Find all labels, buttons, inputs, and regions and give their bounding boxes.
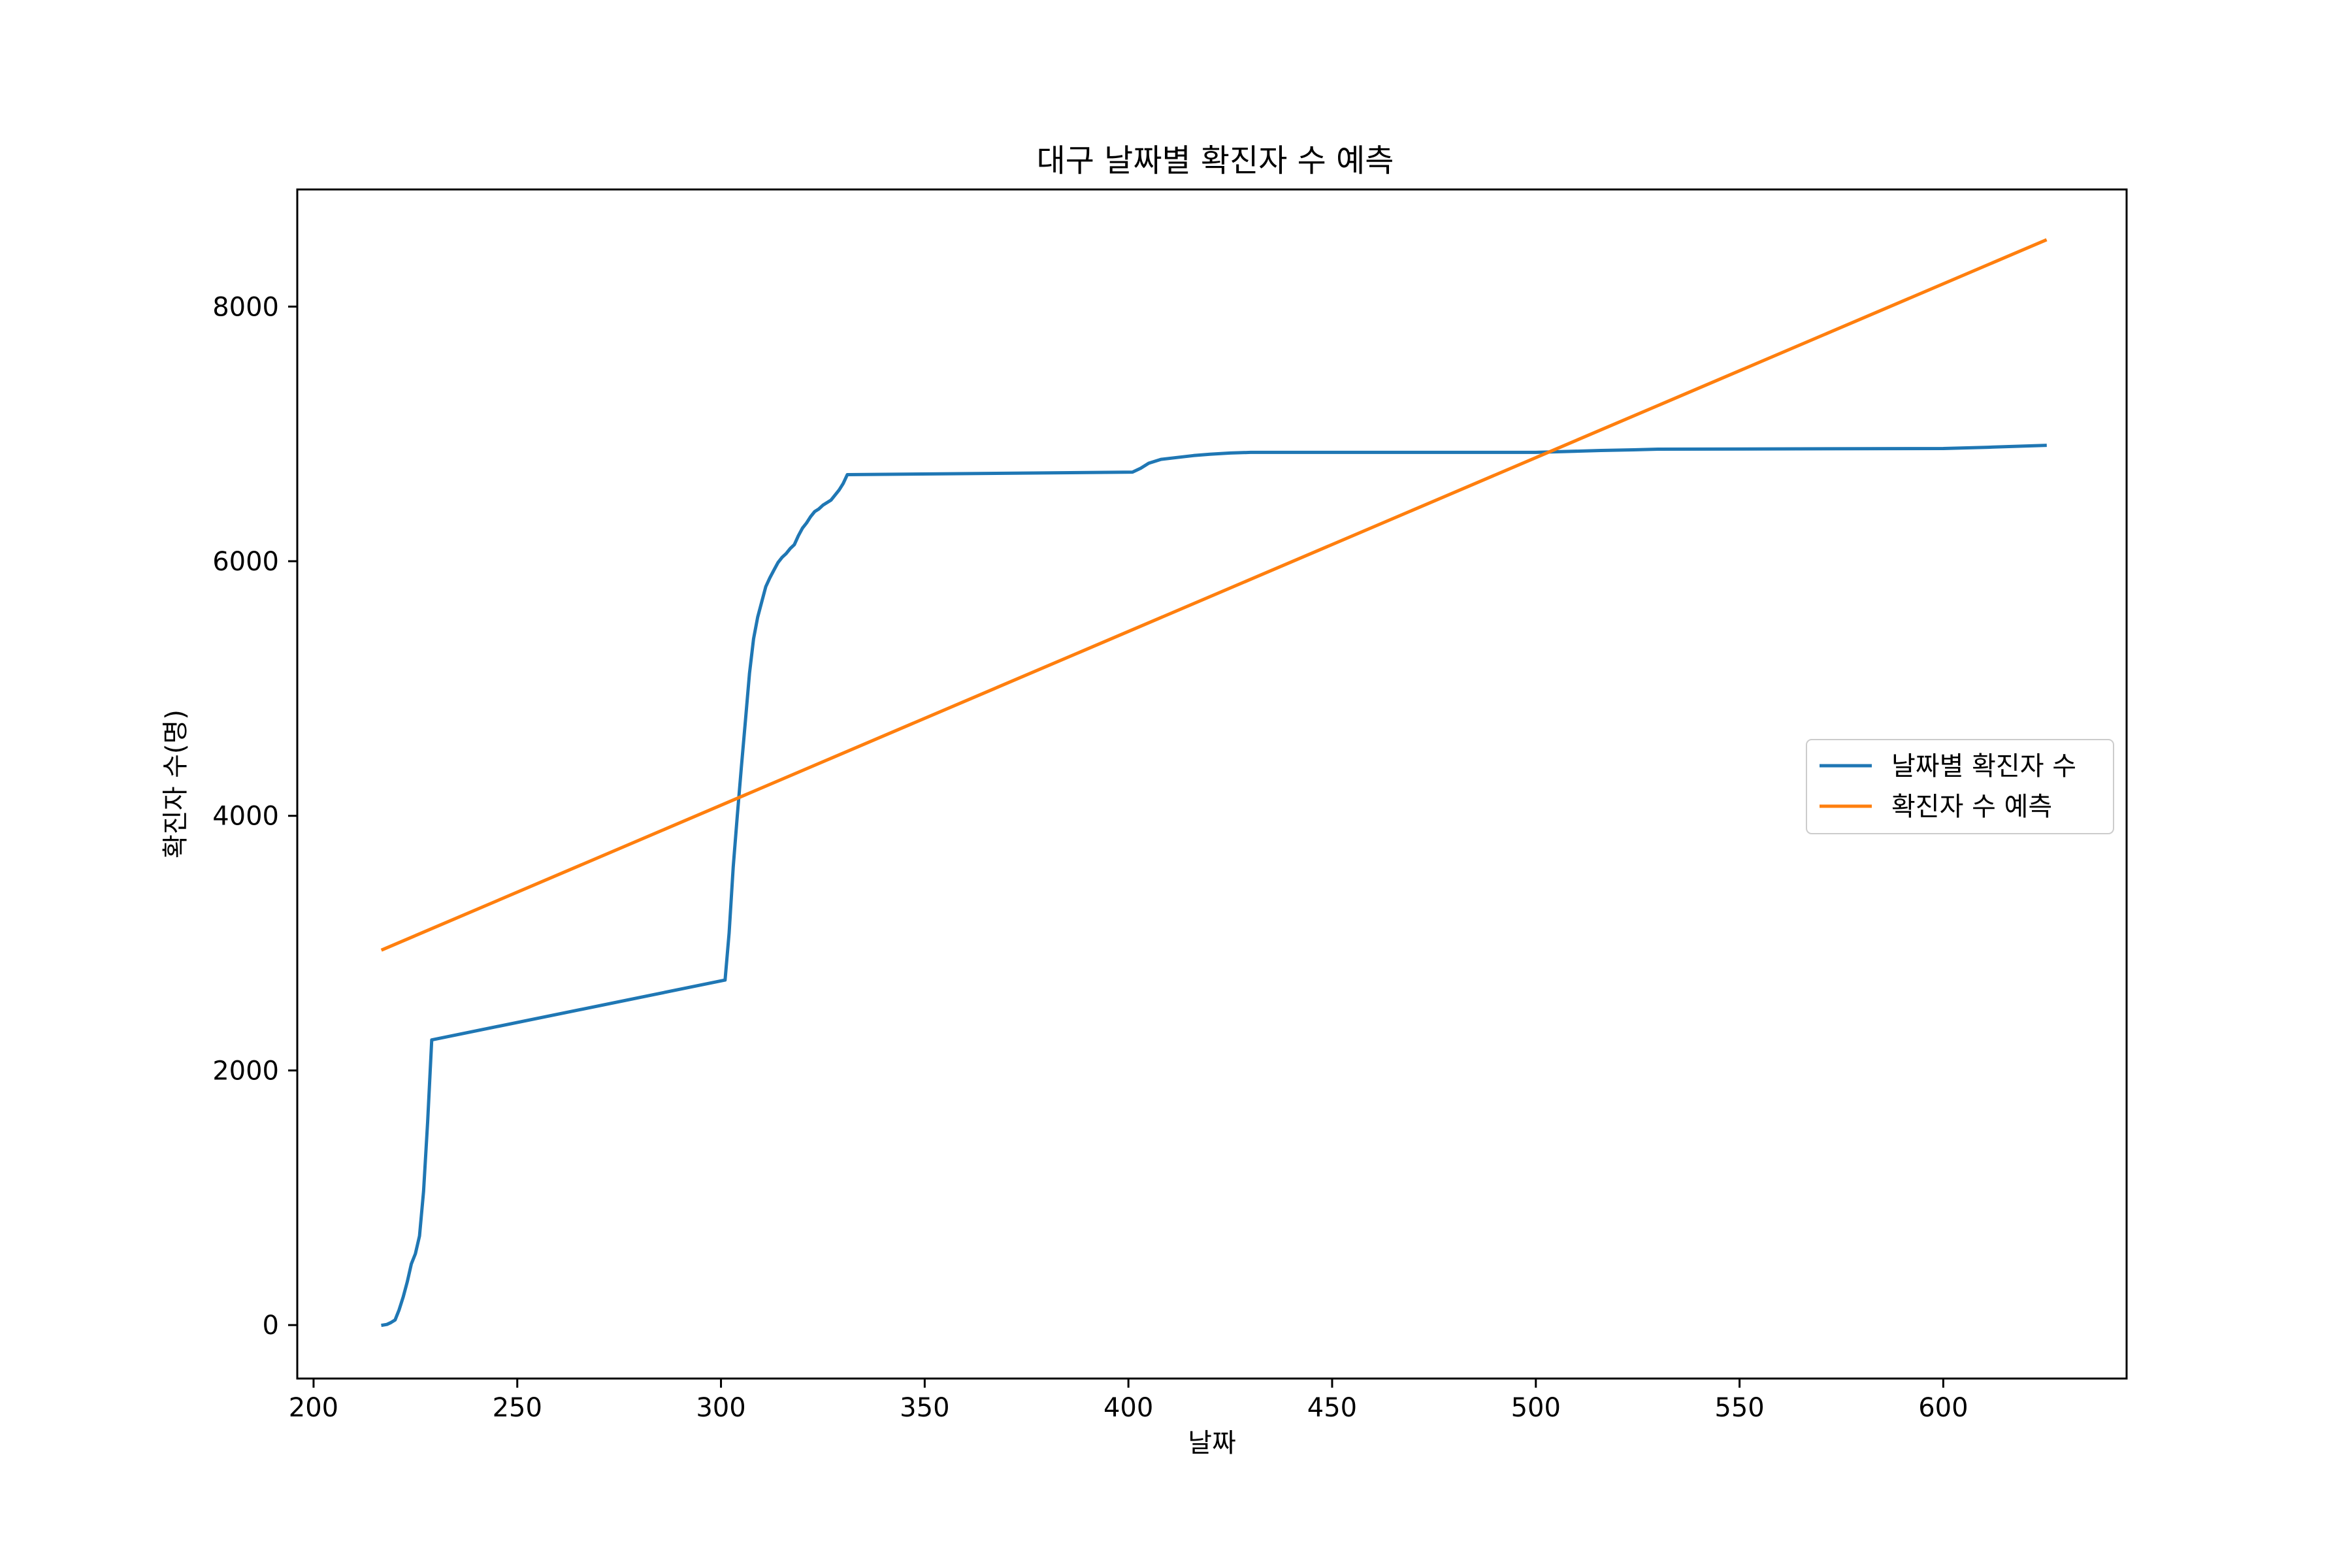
y-tick-label: 4000 <box>212 802 279 832</box>
y-tick-label: 8000 <box>212 292 279 322</box>
x-tick-label: 250 <box>493 1393 542 1423</box>
x-tick-label: 300 <box>696 1393 745 1423</box>
x-tick-label: 600 <box>1918 1393 1968 1423</box>
legend-box <box>1806 739 2114 834</box>
legend-label-2: 확진자 수 예측 <box>1891 792 2052 822</box>
series-line-1 <box>381 444 2047 1328</box>
x-axis: 200 250 300 350 400 450 500 550 600 <box>289 1379 1968 1423</box>
y-axis-title: 확진자 수(명) <box>161 710 191 858</box>
y-tick-label: 2000 <box>212 1056 279 1086</box>
y-axis: 0 2000 4000 6000 8000 <box>212 292 297 1341</box>
y-tick-label: 6000 <box>212 547 279 577</box>
x-tick-label: 550 <box>1714 1393 1764 1423</box>
series-layer <box>380 238 2048 1328</box>
x-axis-title: 날짜 <box>1188 1428 1236 1458</box>
y-tick-label: 0 <box>263 1311 279 1341</box>
x-tick-label: 350 <box>900 1393 949 1423</box>
plot-frame <box>296 188 2128 1380</box>
legend-label-1: 날짜별 확진자 수 <box>1891 751 2076 781</box>
x-tick-label: 400 <box>1103 1393 1153 1423</box>
series-line-2 <box>380 238 2048 952</box>
x-tick-label: 500 <box>1511 1393 1561 1423</box>
x-tick-label: 450 <box>1307 1393 1357 1423</box>
x-tick-label: 200 <box>289 1393 338 1423</box>
chart-title: 대구 날짜별 확진자 수 예측 <box>1037 142 1394 179</box>
